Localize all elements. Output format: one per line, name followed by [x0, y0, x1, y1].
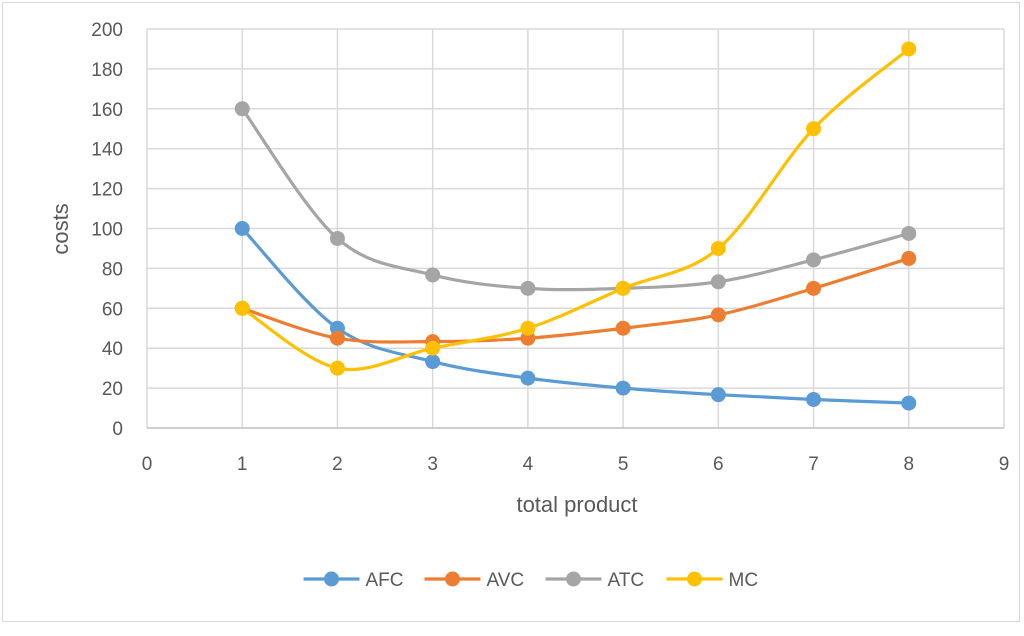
x-axis-ticks: 0 1 2 3 4 5 6 7 8 9	[142, 454, 1010, 475]
legend-label-avc: AVC	[487, 570, 525, 591]
y-tick-label: 60	[102, 299, 123, 320]
data-point-atc	[329, 230, 345, 246]
data-point-atc	[806, 252, 822, 268]
data-point-afc	[234, 221, 250, 236]
legend-label-afc: AFC	[366, 570, 404, 591]
data-point-mc	[615, 280, 631, 296]
legend: AFC AVC ATC MC	[303, 570, 759, 591]
series-lines	[240, 47, 911, 405]
data-point-mc	[806, 121, 822, 137]
data-point-afc	[901, 395, 917, 411]
data-point-mc	[425, 340, 441, 356]
data-point-avc	[806, 280, 822, 296]
x-tick-label: 4	[523, 454, 534, 475]
grid-lines	[146, 28, 1005, 428]
chart-frame	[2, 2, 1020, 622]
data-point-avc	[329, 330, 345, 346]
y-axis-title: costs	[48, 203, 73, 254]
x-tick-label: 8	[903, 454, 914, 475]
data-point-mc	[234, 300, 250, 316]
legend-marker-avc	[445, 571, 460, 587]
data-point-atc	[901, 225, 917, 241]
y-tick-label: 140	[91, 140, 123, 161]
data-point-avc	[710, 307, 726, 323]
data-point-atc	[710, 274, 726, 290]
y-tick-label: 0	[112, 419, 123, 440]
y-tick-label: 180	[91, 60, 123, 81]
x-tick-label: 7	[808, 454, 819, 475]
x-tick-label: 9	[999, 454, 1010, 475]
data-point-mc	[901, 41, 917, 57]
data-point-mc	[710, 240, 726, 256]
x-tick-label: 1	[237, 454, 248, 475]
data-point-mc	[520, 320, 536, 336]
y-tick-label: 40	[102, 339, 123, 360]
legend-label-atc: ATC	[608, 570, 645, 591]
series-markers	[234, 41, 917, 411]
data-point-afc	[615, 380, 631, 396]
data-point-mc	[329, 360, 345, 376]
data-point-afc	[806, 391, 822, 407]
data-point-avc	[901, 250, 917, 266]
data-point-afc	[520, 370, 536, 386]
x-tick-label: 6	[713, 454, 724, 475]
y-axis-ticks: 0 20 40 60 80 100 120 140 160 180 200	[91, 20, 123, 440]
y-tick-label: 120	[91, 180, 123, 201]
x-axis-title: total product	[516, 492, 637, 517]
x-tick-label: 0	[142, 454, 153, 475]
y-tick-label: 80	[102, 259, 123, 280]
y-tick-label: 100	[91, 220, 123, 241]
data-point-atc	[425, 267, 441, 283]
data-point-avc	[615, 320, 631, 336]
x-tick-label: 2	[332, 454, 343, 475]
data-point-atc	[234, 101, 250, 117]
x-tick-label: 3	[427, 454, 438, 475]
y-tick-label: 200	[91, 20, 123, 41]
legend-label-mc: MC	[729, 570, 759, 591]
x-tick-label: 5	[618, 454, 629, 475]
data-point-afc	[425, 354, 441, 370]
legend-marker-atc	[566, 571, 581, 587]
data-point-atc	[520, 280, 536, 296]
y-tick-label: 20	[102, 379, 123, 400]
data-point-afc	[710, 387, 726, 403]
y-tick-label: 160	[91, 100, 123, 121]
legend-marker-afc	[324, 571, 339, 587]
legend-marker-mc	[687, 571, 702, 587]
series-line-mc	[240, 47, 911, 371]
